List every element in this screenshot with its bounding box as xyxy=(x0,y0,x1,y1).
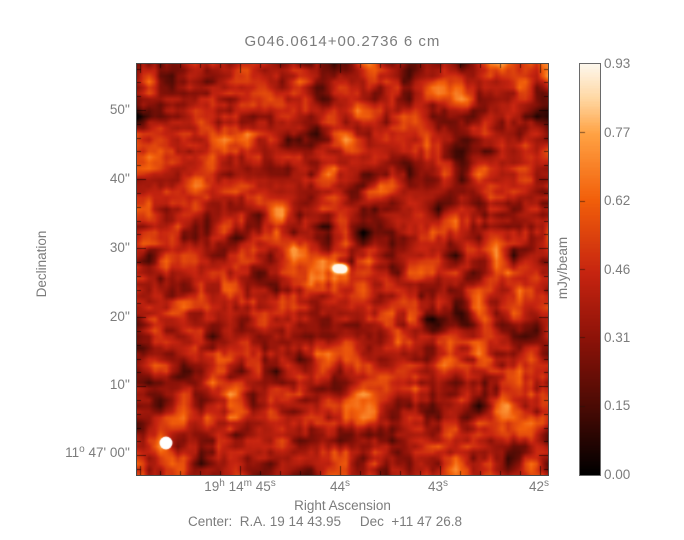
cbar-tick-000: 0.00 xyxy=(604,467,631,482)
ra-tick-44s: 44s xyxy=(270,478,410,495)
ra-tick-45s-hsup: h xyxy=(219,478,225,489)
dec-tick-00-base: 11 xyxy=(65,445,80,460)
ra-tick-42s-ssup: s xyxy=(544,478,550,489)
cbar-tick-031: 0.31 xyxy=(604,330,631,345)
ra-tick-43s-s: 43 xyxy=(427,479,444,494)
ra-tick-45s-ssup: s xyxy=(270,478,276,489)
colorbar-unit-label: mJy/beam xyxy=(555,236,570,300)
cbar-tick-062: 0.62 xyxy=(604,193,631,208)
center-coordinates-line: Center: R.A. 19 14 43.95 Dec +11 47 26.8 xyxy=(187,514,463,529)
colorbar-canvas xyxy=(579,63,601,476)
ra-tick-45s-h: 19 xyxy=(204,479,220,494)
ra-tick-43s-ssup: s xyxy=(443,478,449,489)
dec-tick-00-degree: o xyxy=(79,444,85,455)
ra-tick-43s: 43s xyxy=(368,478,508,495)
ra-tick-42s-s: 42 xyxy=(528,479,545,494)
ra-tick-45s-msup: m xyxy=(243,478,252,489)
cbar-tick-093: 0.93 xyxy=(604,56,631,71)
dec-tick-10: 10'' xyxy=(109,377,130,392)
dec-tick-50: 50'' xyxy=(109,102,130,117)
dec-tick-40: 40'' xyxy=(109,171,130,186)
ra-tick-44s-ssup: s xyxy=(345,478,351,489)
cbar-tick-015: 0.15 xyxy=(604,398,631,413)
ra-tick-45s-m: 14 xyxy=(224,479,244,494)
ra-tick-45s: 19h 14m 45s xyxy=(170,478,310,495)
ra-tick-44s-s: 44 xyxy=(329,479,346,494)
dec-tick-00: 11o 47' 00'' xyxy=(30,444,130,461)
dec-tick-30: 30'' xyxy=(109,240,130,255)
dec-tick-00-rest: 47' 00'' xyxy=(84,445,130,460)
ra-tick-45s-s: 45 xyxy=(251,479,271,494)
dec-tick-20: 20'' xyxy=(109,309,130,324)
cbar-tick-046: 0.46 xyxy=(604,262,631,277)
cbar-tick-077: 0.77 xyxy=(604,125,631,140)
intensity-map-canvas xyxy=(136,63,549,476)
declination-axis-label: Declination xyxy=(34,230,49,298)
figure-title: G046.0614+00.2736 6 cm xyxy=(244,33,441,50)
ra-tick-42s: 42s xyxy=(469,478,609,495)
right-ascension-axis-label: Right Ascension xyxy=(294,498,391,513)
